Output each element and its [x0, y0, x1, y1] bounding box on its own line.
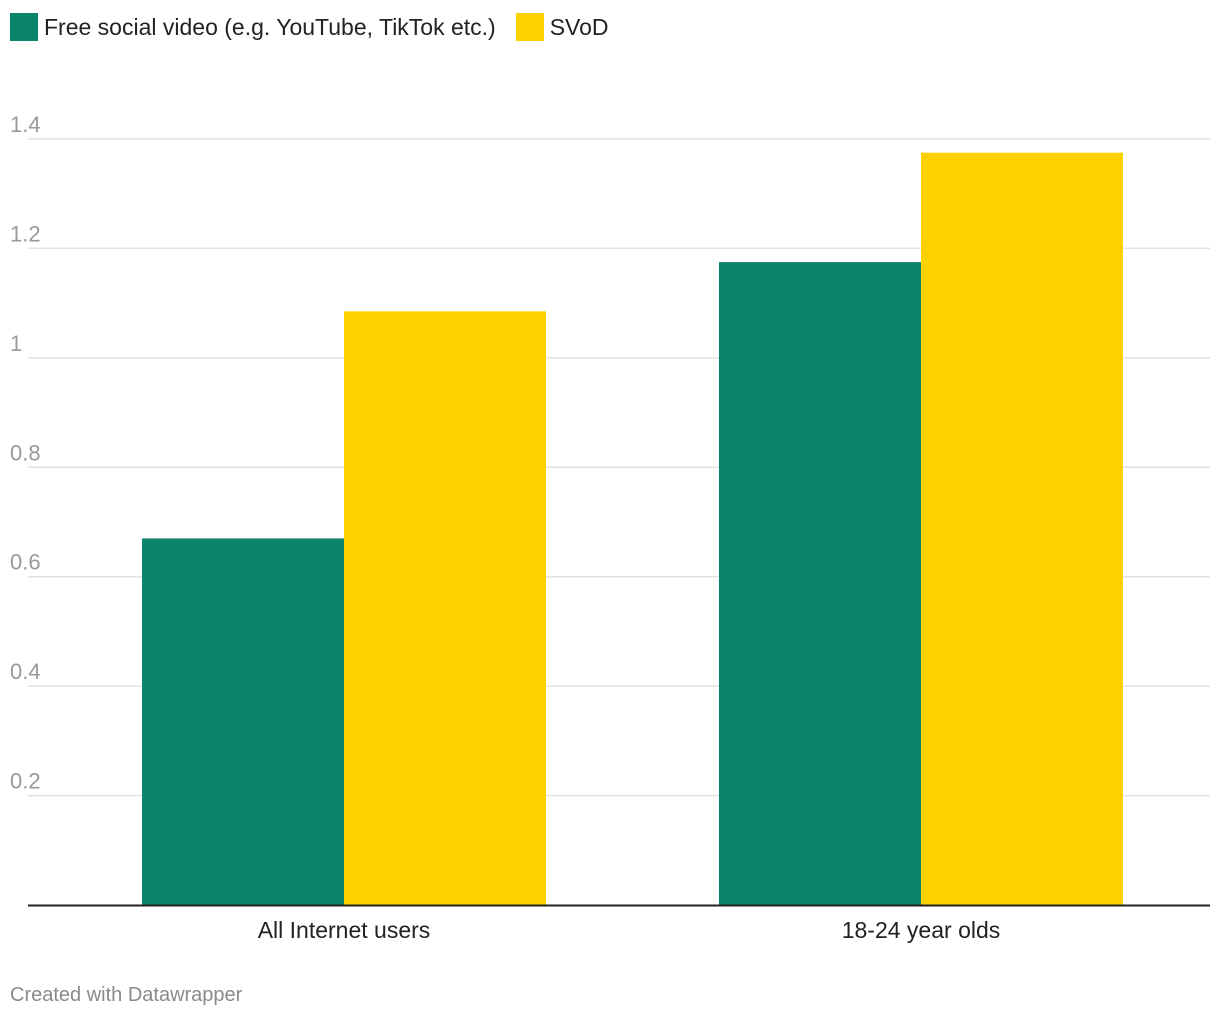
legend-label-free-social-video: Free social video (e.g. YouTube, TikTok … [44, 13, 496, 40]
y-tick-label: 1.4 [10, 112, 41, 137]
axis-labels: 0.2 0.4 0.6 0.8 1 1.2 1.4 All Internet users 18-… [10, 112, 1000, 943]
legend-swatch-free-social-video [10, 13, 38, 41]
y-tick-label: 0.6 [10, 550, 41, 575]
chart-legend: Free social video (e.g. YouTube, TikTok … [10, 12, 629, 42]
datawrapper-credit: Created with Datawrapper [10, 984, 243, 1006]
legend-label-svod: SVoD [549, 13, 609, 40]
bars [142, 152, 1123, 906]
bar [921, 152, 1123, 905]
legend-item-free-social-video: Free social video (e.g. YouTube, TikTok … [10, 13, 496, 41]
legend-item-svod: SVoD [515, 13, 609, 41]
y-tick-label: 0.4 [10, 659, 41, 684]
legend-swatch-svod [515, 13, 544, 41]
bar [719, 262, 921, 905]
bar [344, 311, 546, 906]
y-tick-label: 0.2 [10, 769, 41, 794]
y-tick-label: 1.2 [10, 221, 41, 246]
x-tick-label: All Internet users [258, 917, 431, 943]
x-tick-label: 18-24 year olds [842, 917, 1001, 943]
y-tick-label: 0.8 [10, 440, 41, 465]
bar [142, 538, 344, 905]
y-tick-label: 1 [10, 331, 22, 356]
